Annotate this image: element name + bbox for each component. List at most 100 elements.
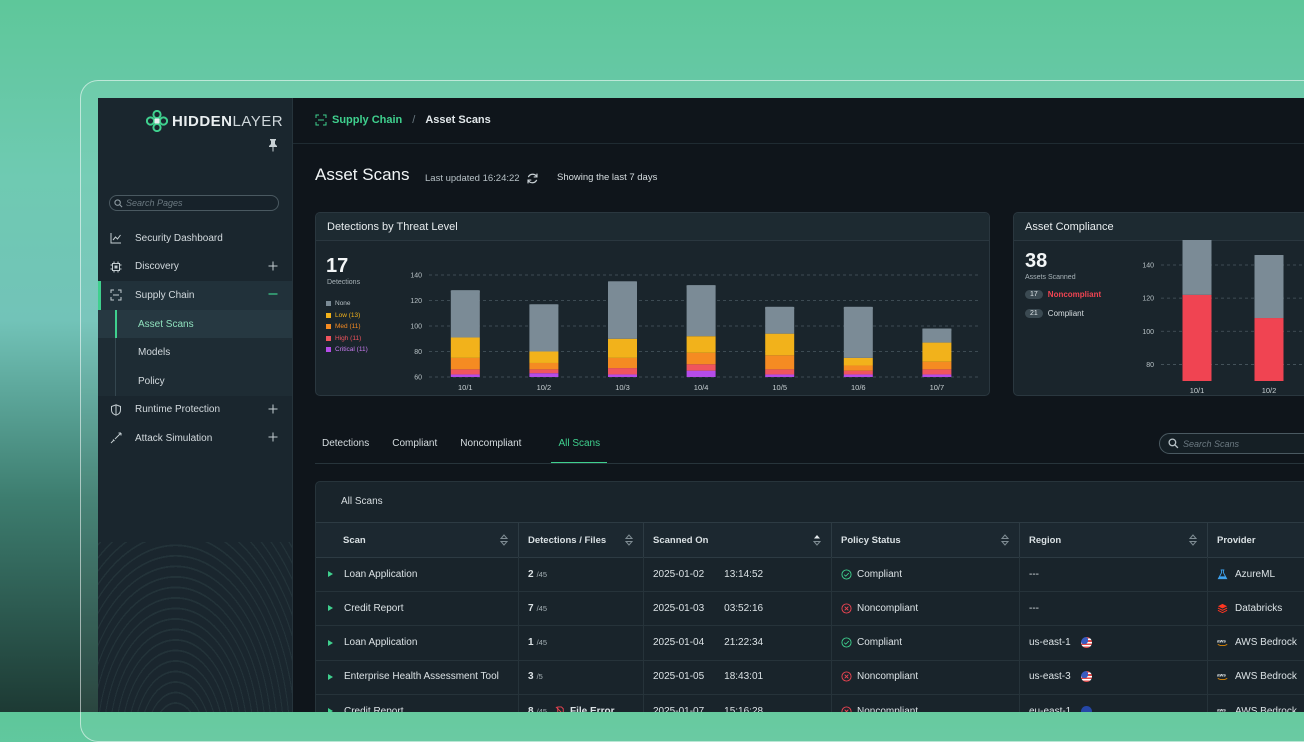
sidebar-subitem-models[interactable]: Models bbox=[98, 338, 292, 367]
table-row[interactable]: Credit Report 7/45 2025-01-03 03:52:16 Nonco… bbox=[316, 591, 1304, 627]
expand-row-icon[interactable] bbox=[328, 605, 333, 612]
bar-segment-low-10-7[interactable] bbox=[922, 342, 952, 362]
tab-detections[interactable]: Detections bbox=[322, 438, 370, 449]
file-count: /45 bbox=[536, 706, 547, 712]
table-row[interactable]: Loan Application 2/45 2025-01-02 13:14:52 Co… bbox=[316, 557, 1304, 592]
aws-icon: aws bbox=[1217, 707, 1226, 712]
plus-icon[interactable] bbox=[268, 432, 278, 442]
sidebar-search[interactable] bbox=[109, 195, 279, 211]
sort-icon[interactable] bbox=[500, 534, 508, 546]
scan-search[interactable] bbox=[1159, 433, 1304, 454]
refresh-icon[interactable] bbox=[526, 172, 539, 185]
bar-segment-none-10-4[interactable] bbox=[686, 285, 716, 337]
bar-segment-low-10-5[interactable] bbox=[765, 333, 795, 356]
scan-search-input[interactable] bbox=[1179, 437, 1304, 450]
expand-row-icon[interactable] bbox=[328, 639, 333, 646]
expand-row-icon[interactable] bbox=[328, 571, 333, 577]
bar-segment-med-10-2[interactable] bbox=[529, 362, 559, 370]
status-text: Noncompliant bbox=[857, 602, 919, 614]
bar-segment-none-10-3[interactable] bbox=[608, 281, 637, 339]
cell-detections: 8/45 File Error bbox=[519, 694, 644, 712]
expand-row-icon[interactable] bbox=[328, 708, 333, 712]
bar-segment-critical-10-3[interactable] bbox=[608, 374, 637, 377]
x-tick-label: 10/2 bbox=[537, 383, 552, 392]
sort-icon[interactable] bbox=[625, 534, 633, 546]
sidebar-item-runtime-protection[interactable]: Runtime Protection bbox=[98, 396, 292, 425]
pin-icon[interactable] bbox=[268, 138, 278, 152]
breadcrumb-parent[interactable]: Supply Chain bbox=[315, 114, 402, 126]
sidebar-item-discovery[interactable]: Discovery bbox=[98, 253, 292, 282]
plus-icon[interactable] bbox=[268, 261, 278, 271]
bar-segment-critical-10-1[interactable] bbox=[450, 374, 480, 377]
x-tick-label: 10/1 bbox=[458, 383, 473, 392]
sidebar-item-supply-chain[interactable]: Supply Chain bbox=[98, 281, 292, 310]
sidebar-subitem-policy[interactable]: Policy bbox=[98, 366, 292, 396]
bar-segment-high-10-5[interactable] bbox=[765, 369, 795, 375]
bar-segment-noncompliant-10-2[interactable] bbox=[1254, 318, 1284, 381]
logo[interactable]: HIDDENLAYER bbox=[145, 109, 284, 133]
bar-segment-high-10-2[interactable] bbox=[529, 369, 559, 374]
cell-scan: Credit Report bbox=[316, 591, 519, 626]
bar-segment-high-10-1[interactable] bbox=[450, 369, 480, 375]
table-row[interactable]: Loan Application 1/45 2025-01-04 21:22:34 Co… bbox=[316, 625, 1304, 661]
bar-segment-high-10-3[interactable] bbox=[608, 368, 637, 375]
expand-row-icon[interactable] bbox=[328, 673, 333, 680]
column-header-scanned-on[interactable]: Scanned On bbox=[644, 523, 832, 557]
bar-segment-critical-10-6[interactable] bbox=[843, 374, 873, 377]
bar-segment-med-10-1[interactable] bbox=[450, 357, 480, 370]
sidebar-item-attack-simulation[interactable]: Attack Simulation bbox=[98, 424, 292, 453]
bar-segment-critical-10-4[interactable] bbox=[686, 370, 716, 377]
logo-text: HIDDENLAYER bbox=[172, 112, 284, 130]
assets-total: 38 bbox=[1025, 250, 1048, 272]
bar-segment-critical-10-2[interactable] bbox=[529, 373, 559, 377]
sidebar-search-input[interactable] bbox=[123, 198, 276, 208]
minus-icon[interactable] bbox=[268, 289, 278, 299]
column-header-region[interactable]: Region bbox=[1020, 523, 1208, 557]
bar-segment-none-10-1[interactable] bbox=[450, 290, 480, 338]
bar-segment-high-10-4[interactable] bbox=[686, 364, 716, 371]
bar-segment-low-10-4[interactable] bbox=[686, 336, 716, 353]
bar-segment-none-10-2[interactable] bbox=[529, 304, 559, 352]
sidebar-subitem-asset-scans[interactable]: Asset Scans bbox=[98, 309, 292, 339]
bar-segment-med-10-7[interactable] bbox=[922, 361, 952, 370]
table-row[interactable]: Credit Report 8/45 File Error 2025-01-07 15:… bbox=[316, 694, 1304, 712]
bar-segment-high-10-6[interactable] bbox=[843, 370, 873, 375]
bar-segment-none-10-6[interactable] bbox=[843, 306, 873, 358]
bar-cap bbox=[608, 281, 637, 285]
bar-segment-none-10-7[interactable] bbox=[922, 328, 952, 343]
tab-noncompliant[interactable]: Noncompliant bbox=[460, 438, 522, 449]
bar-segment-low-10-3[interactable] bbox=[608, 338, 637, 358]
bar-segment-med-10-6[interactable] bbox=[843, 365, 873, 371]
tab-all-scans[interactable]: All Scans bbox=[551, 430, 607, 464]
bar-segment-high-10-7[interactable] bbox=[922, 369, 952, 375]
bar-segment-med-10-3[interactable] bbox=[608, 357, 637, 369]
bar-segment-compliant-10-2[interactable] bbox=[1254, 255, 1284, 319]
tab-compliant[interactable]: Compliant bbox=[392, 438, 438, 449]
column-header-detections[interactable]: Detections / Files bbox=[519, 523, 644, 557]
bar-segment-critical-10-5[interactable] bbox=[765, 374, 795, 377]
sort-icon[interactable] bbox=[1001, 534, 1009, 546]
table-row[interactable]: Enterprise Health Assessment Tool 3/5 2025… bbox=[316, 659, 1304, 695]
plus-icon[interactable] bbox=[268, 404, 278, 414]
legend-swatch bbox=[326, 312, 331, 318]
x-tick-label: 10/6 bbox=[851, 383, 866, 392]
bar-segment-critical-10-7[interactable] bbox=[922, 374, 952, 377]
bar-segment-med-10-4[interactable] bbox=[686, 352, 716, 365]
scan-frame-icon bbox=[110, 289, 122, 301]
bar-cap bbox=[1254, 255, 1284, 259]
column-header-scan[interactable]: Scan bbox=[316, 523, 519, 557]
sort-icon[interactable] bbox=[1189, 534, 1197, 546]
bar-segment-low-10-1[interactable] bbox=[450, 337, 480, 358]
sidebar-item-security-dashboard[interactable]: Security Dashboard bbox=[98, 224, 292, 253]
bar-segment-med-10-5[interactable] bbox=[765, 355, 795, 370]
y-tick-label: 100 bbox=[1142, 329, 1154, 336]
sort-ascending-icon[interactable] bbox=[813, 534, 821, 546]
bar-segment-low-10-2[interactable] bbox=[529, 351, 559, 363]
bar-segment-noncompliant-10-1[interactable] bbox=[1182, 294, 1212, 381]
bar-segment-low-10-6[interactable] bbox=[843, 357, 873, 366]
column-header-provider[interactable]: Provider bbox=[1217, 534, 1256, 546]
column-header-policy-status[interactable]: Policy Status bbox=[832, 523, 1020, 557]
detection-count: 1 bbox=[528, 637, 534, 649]
bar-segment-compliant-10-1[interactable] bbox=[1182, 240, 1212, 295]
bar-segment-none-10-5[interactable] bbox=[765, 306, 795, 334]
